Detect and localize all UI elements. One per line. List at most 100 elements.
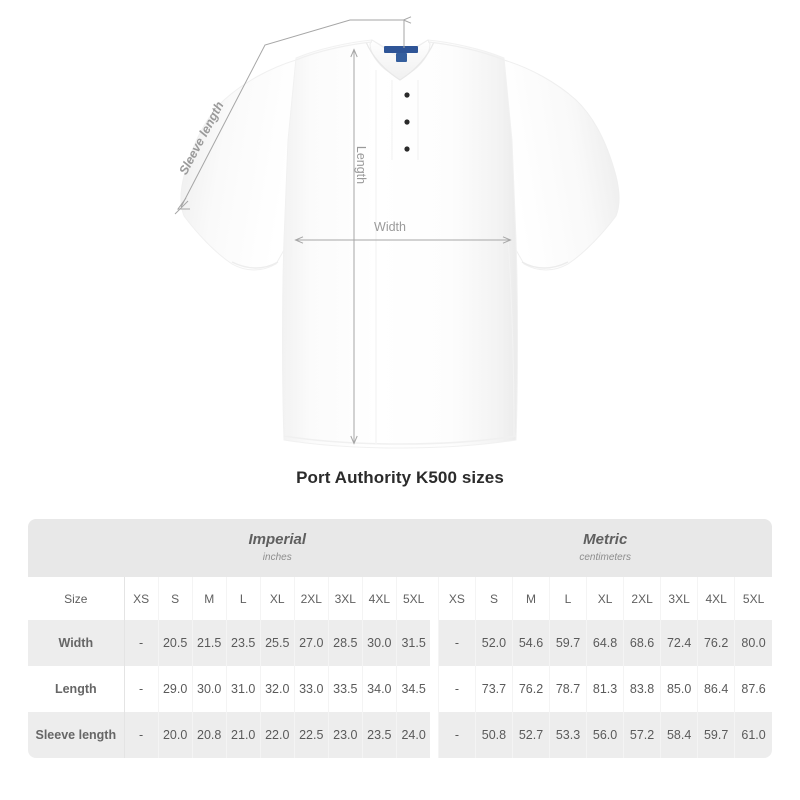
unit-band-row: Imperial inches Metric centimeters xyxy=(28,519,772,577)
row-label-length: Length xyxy=(28,666,125,712)
size-header-imperial-3: L xyxy=(225,577,261,620)
cell-width-metric-2: 54.6 xyxy=(511,620,550,666)
cell-length-metric-0: - xyxy=(437,666,476,712)
button-bottom xyxy=(404,146,410,152)
size-header-metric-7: 4XL xyxy=(697,577,735,620)
sleeve-length-arrowhead xyxy=(177,197,190,210)
sleeve-length-endtick xyxy=(174,200,189,215)
cell-length-metric-2: 76.2 xyxy=(511,666,550,712)
cell-length-imperial-8: 34.5 xyxy=(395,666,431,712)
cell-length-imperial-2: 30.0 xyxy=(191,666,227,712)
cell-sleeve-metric-6: 58.4 xyxy=(660,712,698,758)
size-header-metric-5: 2XL xyxy=(623,577,661,620)
cell-width-metric-0: - xyxy=(437,620,476,666)
right-sleeve xyxy=(503,59,620,271)
size-header-metric-1: S xyxy=(474,577,513,620)
cell-length-imperial-5: 33.0 xyxy=(293,666,329,712)
cell-sleeve-imperial-2: 20.8 xyxy=(191,712,227,758)
unit-name-imperial: Imperial xyxy=(248,531,307,549)
cell-width-metric-7: 76.2 xyxy=(697,620,735,666)
section-gap-header xyxy=(430,577,439,620)
placket xyxy=(391,80,419,160)
cell-sleeve-metric-7: 59.7 xyxy=(697,712,735,758)
cell-sleeve-metric-2: 52.7 xyxy=(511,712,550,758)
left-side-seam xyxy=(285,235,293,437)
cell-width-metric-3: 59.7 xyxy=(548,620,587,666)
cell-sleeve-imperial-4: 22.0 xyxy=(259,712,295,758)
size-header-imperial-1: S xyxy=(157,577,193,620)
unit-sub-metric: centimeters xyxy=(579,551,632,563)
button-middle xyxy=(404,119,410,125)
right-sleeve-hem xyxy=(521,261,569,269)
cell-sleeve-imperial-0: - xyxy=(123,712,159,758)
size-header-imperial-7: 4XL xyxy=(361,577,397,620)
left-sleeve xyxy=(180,59,297,271)
section-gap-sleeve xyxy=(430,712,439,758)
cell-width-imperial-3: 23.5 xyxy=(225,620,261,666)
cell-length-imperial-4: 32.0 xyxy=(259,666,295,712)
table-row: Sleeve length - 20.0 20.8 21.0 22.0 22.5… xyxy=(28,712,772,758)
size-header-imperial-5: 2XL xyxy=(293,577,329,620)
size-header-metric-3: L xyxy=(548,577,587,620)
size-header-imperial-0: XS xyxy=(123,577,159,620)
cell-width-imperial-8: 31.5 xyxy=(395,620,431,666)
cell-width-metric-6: 72.4 xyxy=(660,620,698,666)
size-header-row: Size XS S M L XL 2XL 3XL 4XL 5XL XS S M … xyxy=(28,577,772,620)
cell-length-imperial-1: 29.0 xyxy=(157,666,193,712)
cell-width-imperial-6: 28.5 xyxy=(327,620,363,666)
size-header-imperial-6: 3XL xyxy=(327,577,363,620)
garment-illustration: Sleeve length Length Width xyxy=(174,0,620,449)
cell-sleeve-metric-4: 56.0 xyxy=(586,712,624,758)
left-sleeve-hem xyxy=(231,261,279,269)
cell-sleeve-metric-1: 50.8 xyxy=(474,712,513,758)
right-side-seam xyxy=(507,235,515,437)
cell-sleeve-imperial-3: 21.0 xyxy=(225,712,261,758)
unit-sub-imperial: inches xyxy=(262,551,292,563)
cell-sleeve-imperial-7: 23.5 xyxy=(361,712,397,758)
cell-sleeve-imperial-1: 20.0 xyxy=(157,712,193,758)
cell-width-imperial-2: 21.5 xyxy=(191,620,227,666)
size-header-imperial-8: 5XL xyxy=(395,577,431,620)
cell-width-metric-1: 52.0 xyxy=(474,620,513,666)
size-header-imperial-2: M xyxy=(191,577,227,620)
unit-section-metric: Metric centimeters xyxy=(438,519,772,577)
size-table-container: Imperial inches Metric centimeters Size … xyxy=(28,519,772,758)
cell-length-metric-5: 83.8 xyxy=(623,666,661,712)
sleeve-length-leader xyxy=(180,20,404,208)
row-label-width: Width xyxy=(28,620,125,666)
size-header-imperial-4: XL xyxy=(259,577,295,620)
cell-width-imperial-0: - xyxy=(123,620,159,666)
section-gap-length xyxy=(430,666,439,712)
shirt-torso xyxy=(282,39,518,449)
cell-sleeve-metric-3: 53.3 xyxy=(548,712,587,758)
polo-shirt-diagram: Sleeve length Length Width xyxy=(174,0,620,449)
cell-length-imperial-0: - xyxy=(123,666,159,712)
right-shoulder-seam xyxy=(427,41,505,61)
size-header-metric-2: M xyxy=(511,577,550,620)
size-header-metric-0: XS xyxy=(437,577,476,620)
cell-width-imperial-1: 20.5 xyxy=(157,620,193,666)
measurement-annotations xyxy=(174,20,510,443)
cell-sleeve-metric-0: - xyxy=(437,712,476,758)
left-shoulder-seam xyxy=(295,41,373,61)
cell-length-metric-4: 81.3 xyxy=(586,666,624,712)
size-header-label: Size xyxy=(28,577,125,620)
cell-width-imperial-4: 25.5 xyxy=(259,620,295,666)
cell-length-imperial-7: 34.0 xyxy=(361,666,397,712)
cell-width-metric-5: 68.6 xyxy=(623,620,661,666)
section-gap-width xyxy=(430,620,439,666)
shirt-body xyxy=(180,39,620,449)
cell-length-metric-1: 73.7 xyxy=(474,666,513,712)
table-row: Width - 20.5 21.5 23.5 25.5 27.0 28.5 30… xyxy=(28,620,772,666)
cell-sleeve-metric-5: 57.2 xyxy=(623,712,661,758)
brand-label-tab xyxy=(396,53,407,62)
table-row: Length - 29.0 30.0 31.0 32.0 33.0 33.5 3… xyxy=(28,666,772,712)
collar-fold xyxy=(365,41,435,81)
row-label-sleeve-length: Sleeve length xyxy=(28,712,125,758)
unit-name-metric: Metric xyxy=(583,531,628,549)
cell-sleeve-metric-8: 61.0 xyxy=(734,712,772,758)
size-header-metric-4: XL xyxy=(586,577,624,620)
cell-length-imperial-3: 31.0 xyxy=(225,666,261,712)
button-top xyxy=(404,92,410,98)
